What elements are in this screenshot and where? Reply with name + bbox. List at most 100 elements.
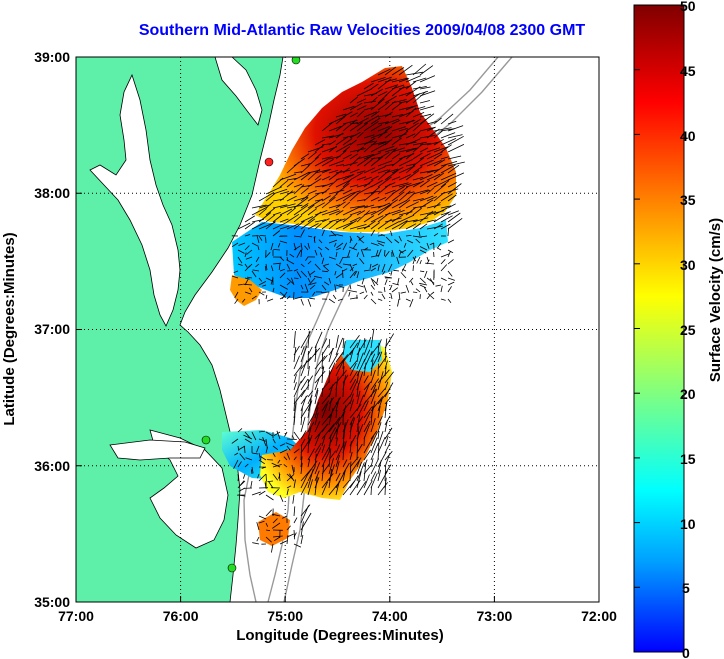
velocity-vector <box>412 131 421 139</box>
velocity-vector <box>436 242 442 249</box>
velocity-vector <box>356 352 364 370</box>
delaware-bay <box>214 57 263 126</box>
velocity-vector <box>349 190 361 195</box>
velocity-vector <box>363 474 370 489</box>
velocity-vector <box>377 298 383 301</box>
velocity-vector <box>447 277 456 281</box>
velocity-vector <box>342 360 344 370</box>
velocity-vector <box>391 167 404 174</box>
velocity-vector <box>244 277 250 280</box>
velocity-vector <box>321 218 330 223</box>
velocity-vector <box>300 534 304 545</box>
velocity-vector <box>349 393 354 405</box>
colorbar-ticks <box>634 4 640 653</box>
velocity-vector <box>359 257 365 265</box>
velocity-vector <box>405 104 418 111</box>
velocity-vector <box>363 400 369 412</box>
velocity-vector <box>335 409 338 419</box>
velocity-vector <box>342 220 357 230</box>
velocity-vector <box>342 422 346 440</box>
velocity-vector <box>405 93 421 104</box>
velocity-vector <box>384 360 388 370</box>
velocity-vector <box>397 277 400 285</box>
velocity-vector <box>356 470 362 489</box>
velocity-vector <box>328 145 338 153</box>
velocity-vector <box>307 436 310 454</box>
velocity-vector <box>377 388 386 398</box>
velocity-vector <box>300 345 308 363</box>
velocity-vector <box>426 151 443 160</box>
velocity-vector <box>384 382 394 398</box>
velocity-vector <box>388 263 393 272</box>
gridlines <box>76 57 599 602</box>
velocity-vector <box>370 117 381 125</box>
velocity-vector <box>265 193 276 202</box>
velocity-vector <box>433 163 448 174</box>
velocity-vector <box>258 459 266 465</box>
velocity-vector <box>234 298 239 304</box>
velocity-vector <box>328 427 337 440</box>
velocity-vector <box>314 453 317 468</box>
velocity-vector <box>370 328 375 349</box>
velocity-vector <box>440 113 454 125</box>
velocity-vector <box>391 99 407 104</box>
velocity-vector <box>440 156 449 160</box>
velocity-vector <box>335 115 346 125</box>
velocity-vector <box>398 186 409 195</box>
velocity-vector <box>384 249 386 257</box>
velocity-vector <box>300 216 314 223</box>
velocity-vector <box>412 112 425 118</box>
velocity-vector <box>328 239 338 244</box>
velocity-vector <box>286 195 297 202</box>
velocity-vector <box>356 252 359 258</box>
velocity-vector <box>419 199 434 209</box>
velocity-vector <box>321 229 325 237</box>
velocity-vector <box>349 205 365 209</box>
velocity-vector <box>279 272 286 279</box>
velocity-vector <box>270 265 274 272</box>
velocity-vector <box>363 269 371 272</box>
velocity-vector <box>412 157 425 167</box>
velocity-vector <box>384 66 397 76</box>
velocity-vector <box>321 388 323 398</box>
velocity-vector <box>293 347 297 363</box>
velocity-vector <box>244 245 250 251</box>
velocity-vector <box>370 83 379 90</box>
velocity-vector <box>335 284 345 289</box>
velocity-vector <box>398 249 404 254</box>
velocity-vector <box>398 214 415 223</box>
velocity-vector <box>447 194 457 202</box>
velocity-vector <box>322 265 330 272</box>
velocity-vector <box>258 235 263 241</box>
station-marker-north <box>291 57 301 65</box>
velocity-vector <box>405 298 411 302</box>
velocity-vector <box>328 218 340 223</box>
velocity-vector <box>377 430 380 440</box>
velocity-vector <box>363 375 369 384</box>
velocity-vector <box>384 366 387 377</box>
velocity-vector <box>335 247 342 251</box>
velocity-vector <box>251 206 268 216</box>
velocity-vector <box>363 436 374 454</box>
velocity-vector <box>244 221 255 230</box>
velocity-vector <box>356 462 365 482</box>
velocity-vector <box>363 461 367 482</box>
velocity-vector <box>440 180 450 188</box>
velocity-vector <box>293 158 305 167</box>
velocity-vector <box>447 210 459 216</box>
velocity-vector <box>384 85 397 97</box>
velocity-vector <box>440 205 452 209</box>
velocity-vector <box>335 179 351 188</box>
velocity-vector <box>377 482 388 496</box>
velocity-vector <box>356 88 373 97</box>
velocity-vector <box>398 291 401 300</box>
velocity-vector <box>397 298 400 307</box>
velocity-vector <box>237 428 243 433</box>
velocity-vector <box>251 204 267 209</box>
velocity-vector <box>391 102 402 111</box>
velocity-vector <box>403 242 407 248</box>
velocity-vector <box>335 470 346 489</box>
velocity-vector <box>384 338 388 356</box>
velocity-vector <box>440 193 453 202</box>
colorbar-tick-label: 25 <box>680 322 696 338</box>
